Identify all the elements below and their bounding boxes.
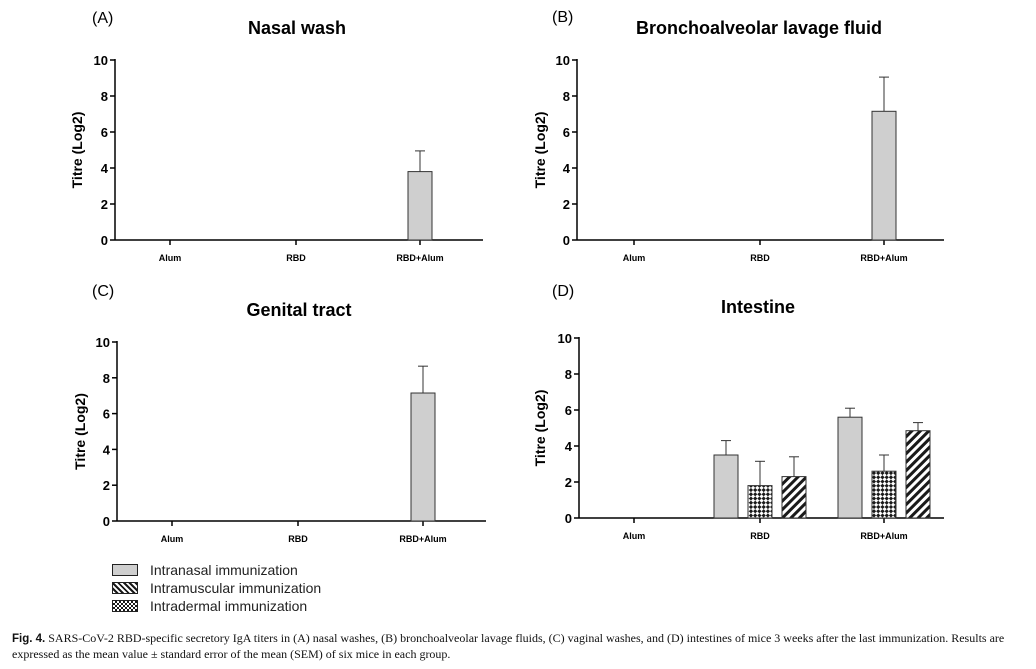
caption-text: SARS-CoV-2 RBD-specific secretory IgA ti…	[12, 631, 1005, 661]
panel-label: (D)	[552, 283, 574, 300]
bar	[905, 430, 931, 519]
chart-panel-2: (B) Bronchoalveolar lavage fluid Titre (Lo…	[532, 9, 944, 263]
y-tick-label: 10	[558, 331, 572, 346]
y-tick-label: 0	[565, 511, 572, 526]
x-tick-label: RBD	[750, 531, 770, 541]
y-tick-label: 4	[101, 161, 109, 176]
x-tick-label: RBD	[286, 253, 306, 263]
bar	[407, 171, 433, 241]
chart-panel-4: (D) Intestine Titre (Log2) 0 2 4 6 8 10 Alum RBD RB…	[532, 283, 944, 541]
chart-title: Bronchoalveolar lavage fluid	[636, 18, 882, 38]
y-tick-label: 0	[101, 233, 108, 248]
chart-title: Intestine	[721, 297, 795, 317]
y-tick-label: 10	[96, 335, 110, 350]
legend-label-intradermal: Intradermal immunization	[150, 598, 308, 614]
x-tick-label: RBD+Alum	[860, 253, 907, 263]
figure: (A) Nasal wash Titre (Log2) 0 2 4 6 8 10 Alum RBD R…	[69, 9, 944, 544]
y-tick-label: 4	[563, 161, 571, 176]
y-axis-label: Titre (Log2)	[532, 112, 548, 189]
y-tick-label: 2	[565, 475, 572, 490]
intranasal-swatch	[112, 564, 138, 576]
x-tick-label: RBD	[750, 253, 770, 263]
bar	[410, 392, 436, 522]
caption-label: Fig. 4.	[12, 633, 46, 645]
bar	[781, 476, 807, 519]
panel-label: (B)	[552, 9, 573, 26]
bar	[747, 485, 773, 519]
legend-item-intradermal: Intradermal immunization	[112, 597, 412, 615]
x-tick-label: RBD+Alum	[396, 253, 443, 263]
y-tick-label: 0	[563, 233, 570, 248]
legend-label-intranasal: Intranasal immunization	[150, 562, 298, 578]
x-tick-label: Alum	[623, 253, 646, 263]
y-tick-label: 8	[563, 89, 570, 104]
legend: Intranasal immunization Intramuscular im…	[112, 561, 412, 615]
y-tick-label: 6	[101, 125, 108, 140]
y-tick-label: 10	[94, 53, 108, 68]
chart-title: Nasal wash	[248, 18, 346, 38]
y-axis-label: Titre (Log2)	[69, 112, 85, 189]
y-tick-label: 8	[565, 367, 572, 382]
legend-label-intramuscular: Intramuscular immunization	[150, 580, 322, 596]
y-tick-label: 2	[563, 197, 570, 212]
bar	[713, 454, 739, 519]
chart-panel-3: (C) Genital tract Titre (Log2) 0 2 4 6 8 10 Alum R…	[72, 283, 486, 544]
bar	[871, 470, 897, 519]
x-tick-label: Alum	[623, 531, 646, 541]
bar	[871, 110, 897, 241]
x-tick-label: RBD+Alum	[860, 531, 907, 541]
y-tick-label: 4	[103, 442, 111, 457]
intradermal-swatch	[112, 600, 138, 612]
y-tick-label: 2	[101, 197, 108, 212]
y-tick-label: 6	[563, 125, 570, 140]
legend-item-intramuscular: Intramuscular immunization	[112, 579, 412, 597]
intramuscular-swatch	[112, 582, 138, 594]
x-tick-label: Alum	[161, 534, 184, 544]
chart-title: Genital tract	[246, 300, 351, 320]
bar	[837, 416, 863, 519]
y-tick-label: 0	[103, 514, 110, 529]
y-tick-label: 10	[556, 53, 570, 68]
legend-item-intranasal: Intranasal immunization	[112, 561, 412, 579]
x-tick-label: Alum	[159, 253, 182, 263]
x-tick-label: RBD	[288, 534, 308, 544]
y-tick-label: 6	[565, 403, 572, 418]
y-tick-label: 8	[101, 89, 108, 104]
y-axis-label: Titre (Log2)	[72, 393, 88, 470]
panel-label: (C)	[92, 283, 114, 300]
y-tick-label: 8	[103, 371, 110, 386]
y-tick-label: 2	[103, 478, 110, 493]
y-axis-label: Titre (Log2)	[532, 390, 548, 467]
x-tick-label: RBD+Alum	[399, 534, 446, 544]
y-tick-label: 4	[565, 439, 573, 454]
y-tick-label: 6	[103, 407, 110, 422]
figure-caption: Fig. 4. SARS-CoV-2 RBD-specific secretor…	[12, 631, 1027, 662]
chart-panel-1: (A) Nasal wash Titre (Log2) 0 2 4 6 8 10 Alum RBD R…	[69, 10, 483, 263]
panel-label: (A)	[92, 10, 113, 27]
